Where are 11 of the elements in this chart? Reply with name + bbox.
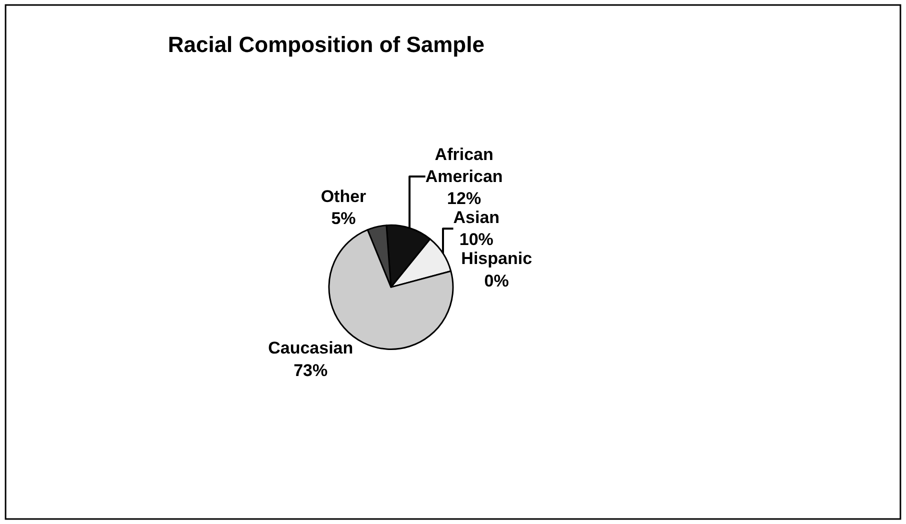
slice-label: African American [425, 144, 503, 186]
text: 0% [484, 271, 509, 290]
data-label: 5% [331, 208, 356, 228]
slice-label: Other [320, 186, 367, 206]
category-label: Hispanic [461, 249, 532, 268]
data-label: 73% [294, 360, 328, 380]
data-label: 12% [447, 189, 482, 208]
slice-label: Caucasian [268, 338, 354, 358]
slice-label: Asian [453, 208, 500, 228]
data-label: 10% [459, 230, 494, 250]
chart-title: Racial Composition of Sample [168, 32, 484, 58]
